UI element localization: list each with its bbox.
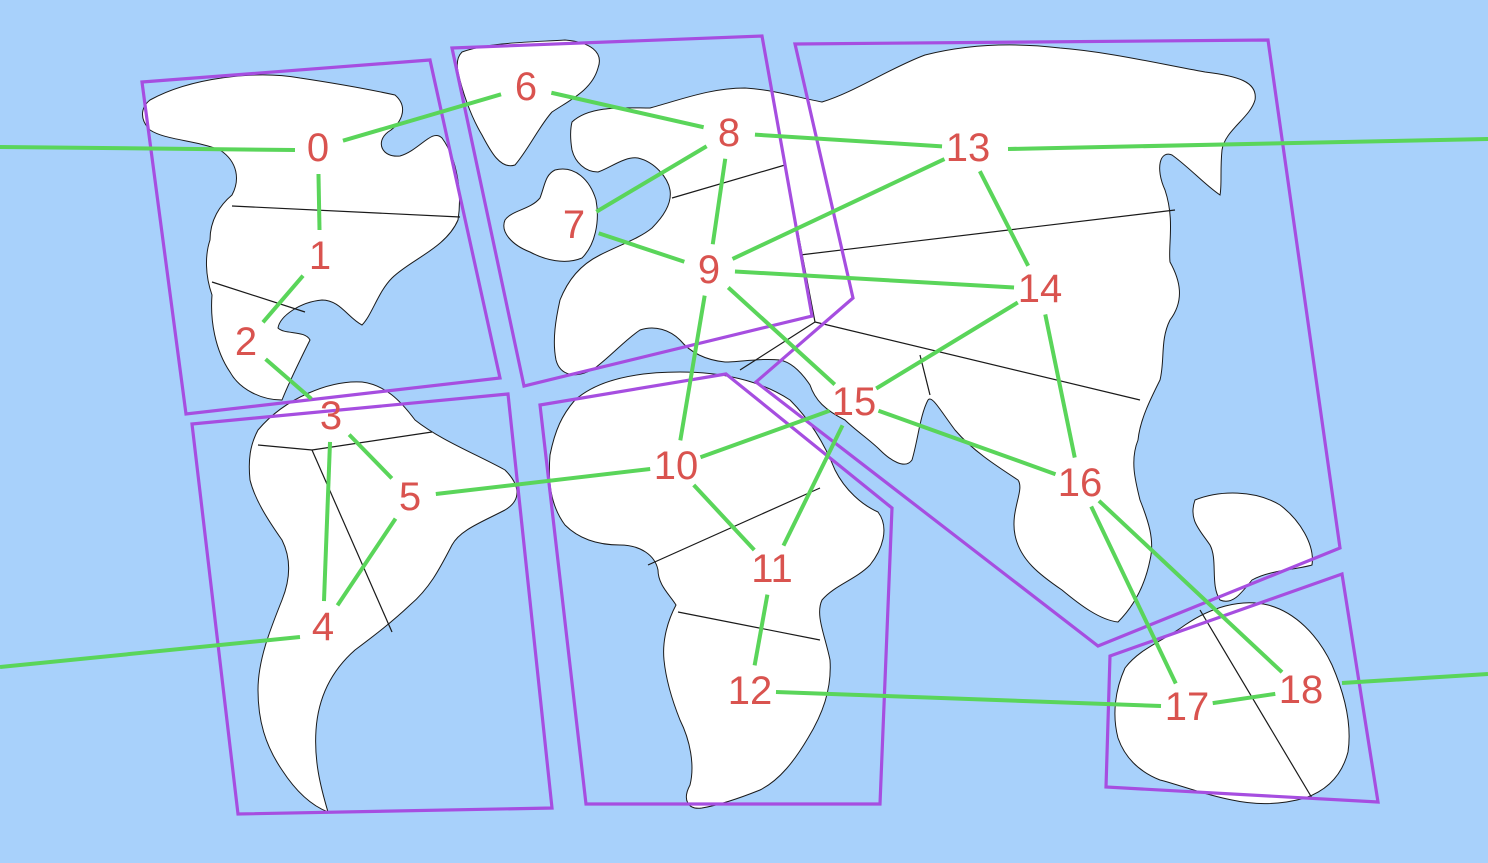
edge-wrap-0-13-left [0, 145, 296, 152]
edge-8-9 [710, 158, 728, 245]
edge-15-16 [877, 408, 1057, 477]
region-outlines [140, 34, 1380, 816]
edge-11-15 [781, 424, 845, 547]
territory-label[interactable]: 0 [307, 126, 329, 170]
edge-9-15 [726, 286, 837, 386]
territory-label[interactable]: 8 [718, 111, 740, 155]
region-north-central [450, 34, 814, 388]
region-east [753, 38, 1342, 648]
territory-label[interactable]: 11 [751, 547, 793, 591]
territory-node-8[interactable]: 8 [705, 109, 753, 157]
region-south-west [190, 392, 554, 816]
edge-14-15 [875, 300, 1019, 391]
territory-label[interactable]: 12 [728, 669, 773, 713]
connection-edges [0, 90, 1488, 709]
continent-africa [548, 371, 885, 809]
territory-node-6[interactable]: 6 [502, 63, 550, 111]
edge-13-14 [978, 170, 1030, 267]
edge-12-17 [775, 689, 1162, 709]
territory-label[interactable]: 2 [235, 320, 257, 364]
edge-7-9 [598, 231, 685, 264]
edge-3-5 [347, 433, 394, 480]
edge-14-16 [1043, 314, 1077, 458]
territory-label[interactable]: 13 [946, 126, 991, 170]
territory-node-13[interactable]: 13 [944, 124, 992, 172]
edge-4-5 [335, 517, 398, 607]
continent-peninsula [1192, 492, 1313, 602]
territory-label[interactable]: 18 [1279, 668, 1324, 712]
territory-node-17[interactable]: 17 [1163, 683, 1211, 731]
edge-10-11 [692, 483, 756, 552]
territory-node-18[interactable]: 18 [1277, 666, 1325, 714]
edge-wrap-0-13-right [1007, 137, 1488, 151]
territory-node-7[interactable]: 7 [550, 201, 598, 249]
land-layer [142, 39, 1350, 813]
edge-wrap-4-18-left [0, 635, 301, 669]
territory-label[interactable]: 1 [309, 234, 331, 278]
territory-node-3[interactable]: 3 [307, 392, 355, 440]
territory-node-16[interactable]: 16 [1056, 459, 1104, 507]
territory-label[interactable]: 9 [698, 248, 720, 292]
region-north [140, 58, 502, 416]
continent-eurasia [553, 44, 1256, 623]
territory-node-15[interactable]: 15 [830, 378, 878, 426]
edge-7-8 [595, 144, 708, 214]
edge-wrap-4-18-right [1341, 672, 1488, 685]
territory-node-1[interactable]: 1 [296, 232, 344, 280]
edge-0-6 [342, 92, 502, 143]
continent-australia [1114, 602, 1350, 805]
territory-label[interactable]: 15 [832, 380, 877, 424]
edge-2-3 [264, 357, 313, 401]
edge-8-13 [754, 132, 943, 149]
territory-label[interactable]: 6 [515, 65, 537, 109]
edge-6-8 [550, 90, 705, 130]
edge-17-18 [1212, 691, 1276, 706]
region-south-east [1104, 571, 1380, 804]
territory-node-12[interactable]: 12 [726, 667, 774, 715]
territory-node-4[interactable]: 4 [299, 603, 347, 651]
edge-16-18 [1097, 499, 1284, 674]
region-south-central [538, 372, 894, 806]
edge-16-17 [1089, 505, 1178, 685]
territory-node-9[interactable]: 9 [685, 246, 733, 294]
continent-south-america [248, 381, 518, 813]
territory-label[interactable]: 14 [1018, 267, 1063, 311]
territory-label[interactable]: 7 [563, 203, 585, 247]
territory-label[interactable]: 10 [654, 444, 699, 488]
edge-10-15 [699, 408, 831, 460]
edge-11-12 [752, 594, 770, 666]
territory-label[interactable]: 3 [320, 394, 342, 438]
edge-0-1 [316, 173, 322, 231]
edge-9-13 [731, 157, 946, 261]
territory-node-0[interactable]: 0 [294, 124, 342, 172]
territory-node-5[interactable]: 5 [386, 473, 434, 521]
territory-label[interactable]: 16 [1058, 461, 1103, 505]
continent-north-america [142, 74, 460, 401]
edge-3-4 [321, 441, 333, 602]
territory-node-11[interactable]: 11 [748, 545, 796, 593]
continent-islands [503, 168, 598, 262]
territory-label[interactable]: 17 [1165, 685, 1210, 729]
edge-9-14 [734, 269, 1015, 290]
edge-5-10 [435, 467, 651, 496]
territory-label[interactable]: 4 [312, 605, 334, 649]
edge-1-2 [261, 274, 305, 324]
territory-node-10[interactable]: 10 [652, 442, 700, 490]
edge-9-10 [678, 295, 707, 441]
territory-label[interactable]: 5 [399, 475, 421, 519]
territory-node-14[interactable]: 14 [1016, 265, 1064, 313]
territory-node-2[interactable]: 2 [222, 318, 270, 366]
